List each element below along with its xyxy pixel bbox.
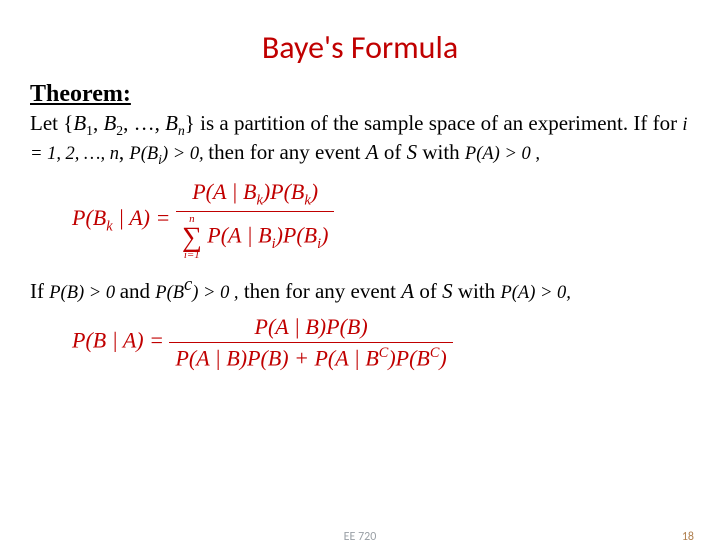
numerator: P(A | B)P(B) — [169, 314, 452, 343]
var-a: A — [366, 140, 379, 164]
text: ) > 0 , — [494, 143, 540, 163]
text: , — [119, 140, 130, 164]
footer-course: EE 720 — [344, 530, 377, 544]
var-a: A — [518, 282, 529, 302]
slide-title: Baye's Formula — [30, 28, 690, 67]
var-a: A — [482, 143, 493, 163]
lhs: P(Bk | A) = — [72, 205, 176, 230]
var-s: S — [407, 140, 418, 164]
theorem-heading: Theorem: — [30, 81, 690, 108]
bayes-formula-general: P(Bk | A) = P(A | Bk)P(Bk) n ∑ i=1 P(A |… — [72, 179, 690, 262]
theorem-label: Theorem: — [30, 81, 131, 107]
var-p: P — [465, 143, 476, 163]
var-p: P — [129, 143, 140, 163]
text: P(B — [72, 205, 106, 230]
text: ) — [439, 346, 446, 371]
theorem-paragraph-2: If P(B) > 0 and P(Bc) > 0 , then for any… — [30, 273, 690, 304]
text: ) > 0 , — [192, 282, 238, 302]
text: )P(B — [388, 346, 430, 371]
lhs: P(B | A) = — [72, 328, 169, 353]
text: ) > 0, — [529, 282, 571, 302]
denominator: n ∑ i=1 P(A | Bi)P(Bi) — [176, 212, 335, 261]
text: P(A | B — [192, 179, 256, 204]
text: and — [120, 279, 156, 303]
text: P(A | B — [207, 223, 271, 248]
fraction: P(A | B)P(B) P(A | B)P(B) + P(A | BC)P(B… — [169, 314, 452, 371]
text: )P(B — [276, 223, 318, 248]
var-i: i — [682, 114, 687, 134]
text: of — [414, 279, 442, 303]
numerator: P(A | Bk)P(Bk) — [176, 179, 335, 212]
var-bc: B — [173, 282, 184, 302]
text: then for any event — [208, 140, 365, 164]
text: } is a partition of the sample space of … — [185, 111, 683, 135]
var-p: P — [500, 282, 511, 302]
theorem-paragraph-1: Let {B1, B2, …, Bn} is a partition of th… — [30, 110, 690, 169]
var-s: S — [442, 279, 453, 303]
text: with — [453, 279, 501, 303]
text: ) > 0, — [162, 143, 208, 163]
sigma-symbol: ∑ — [182, 225, 202, 250]
text: If — [30, 279, 49, 303]
sub-n: n — [178, 123, 185, 138]
bayes-formula-binary: P(B | A) = P(A | B)P(B) P(A | B)P(B) + P… — [72, 314, 690, 371]
var-a: A — [401, 279, 414, 303]
text: ) > 0 — [78, 282, 120, 302]
sup-c: C — [379, 345, 389, 361]
sigma-icon: n ∑ i=1 — [182, 214, 202, 261]
var-bi: B — [147, 143, 158, 163]
text: = 1, 2, …, — [30, 143, 110, 163]
var-p: P — [49, 282, 60, 302]
var-p: P — [155, 282, 166, 302]
var-n: n — [110, 143, 119, 163]
text: ) — [321, 223, 328, 248]
text: ) — [311, 179, 318, 204]
sup-c: C — [430, 345, 440, 361]
denominator: P(A | B)P(B) + P(A | BC)P(BC) — [169, 343, 452, 371]
text: Let { — [30, 111, 73, 135]
text: , …, — [123, 111, 165, 135]
sigma-lower: i=1 — [182, 250, 202, 261]
slide: Baye's Formula Theorem: Let {B1, B2, …, … — [0, 0, 720, 540]
var-b: B — [73, 111, 86, 135]
text: then for any event — [239, 279, 402, 303]
var-b: B — [67, 282, 78, 302]
text: P(A | B)P(B) + P(A | B — [175, 346, 378, 371]
footer-page-number: 18 — [682, 530, 694, 544]
text: of — [379, 140, 407, 164]
text: | A) = — [113, 205, 176, 230]
sub-1: 1 — [86, 123, 93, 138]
var-b: B — [103, 111, 116, 135]
sup-c: c — [184, 274, 192, 294]
text: )P(B — [263, 179, 305, 204]
text: , — [93, 111, 104, 135]
var-b: B — [165, 111, 178, 135]
text: with — [417, 140, 465, 164]
fraction: P(A | Bk)P(Bk) n ∑ i=1 P(A | Bi)P(Bi) — [176, 179, 335, 262]
